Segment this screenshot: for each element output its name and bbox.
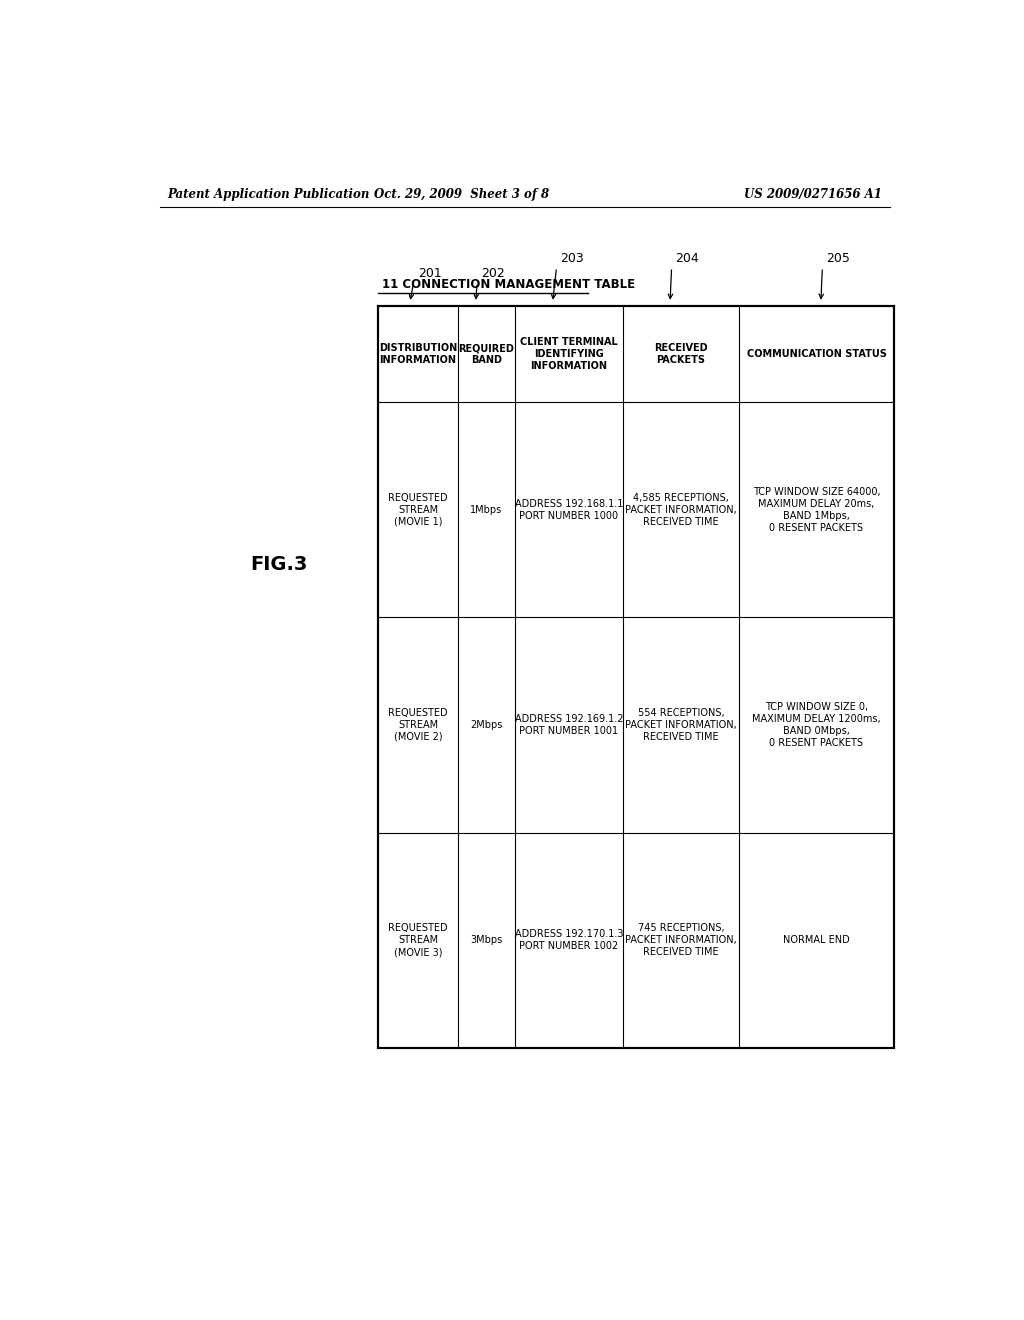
Text: TCP WINDOW SIZE 64000,
MAXIMUM DELAY 20ms,
BAND 1Mbps,
0 RESENT PACKETS: TCP WINDOW SIZE 64000, MAXIMUM DELAY 20m…	[753, 487, 881, 533]
Text: COMMUNICATION STATUS: COMMUNICATION STATUS	[746, 348, 887, 359]
Text: US 2009/0271656 A1: US 2009/0271656 A1	[744, 189, 882, 202]
Text: NORMAL END: NORMAL END	[783, 935, 850, 945]
Text: 204: 204	[676, 252, 699, 265]
Text: Patent Application Publication: Patent Application Publication	[168, 189, 370, 202]
Text: 2Mbps: 2Mbps	[470, 719, 503, 730]
Text: REQUIRED
BAND: REQUIRED BAND	[459, 343, 514, 366]
Text: 745 RECEPTIONS,
PACKET INFORMATION,
RECEIVED TIME: 745 RECEPTIONS, PACKET INFORMATION, RECE…	[626, 923, 737, 957]
Text: ADDRESS 192.168.1.1
PORT NUMBER 1000: ADDRESS 192.168.1.1 PORT NUMBER 1000	[515, 499, 623, 521]
Text: DISTRIBUTION
INFORMATION: DISTRIBUTION INFORMATION	[379, 343, 457, 366]
Text: 201: 201	[418, 268, 441, 280]
Text: REQUESTED
STREAM
(MOVIE 3): REQUESTED STREAM (MOVIE 3)	[388, 923, 447, 957]
Text: FIG.3: FIG.3	[250, 556, 307, 574]
Text: Oct. 29, 2009  Sheet 3 of 8: Oct. 29, 2009 Sheet 3 of 8	[374, 189, 549, 202]
Text: CLIENT TERMINAL
IDENTIFYING
INFORMATION: CLIENT TERMINAL IDENTIFYING INFORMATION	[520, 337, 617, 371]
Text: REQUESTED
STREAM
(MOVIE 2): REQUESTED STREAM (MOVIE 2)	[388, 708, 447, 742]
Text: 554 RECEPTIONS,
PACKET INFORMATION,
RECEIVED TIME: 554 RECEPTIONS, PACKET INFORMATION, RECE…	[626, 708, 737, 742]
Text: 3Mbps: 3Mbps	[470, 935, 503, 945]
Text: ADDRESS 192.169.1.2
PORT NUMBER 1001: ADDRESS 192.169.1.2 PORT NUMBER 1001	[515, 714, 623, 737]
Text: RECEIVED
PACKETS: RECEIVED PACKETS	[654, 343, 708, 366]
Text: 202: 202	[481, 268, 505, 280]
Text: REQUESTED
STREAM
(MOVIE 1): REQUESTED STREAM (MOVIE 1)	[388, 492, 447, 527]
Text: 11 CONNECTION MANAGEMENT TABLE: 11 CONNECTION MANAGEMENT TABLE	[382, 277, 635, 290]
Bar	[378, 306, 894, 1048]
Text: TCP WINDOW SIZE 0,
MAXIMUM DELAY 1200ms,
BAND 0Mbps,
0 RESENT PACKETS: TCP WINDOW SIZE 0, MAXIMUM DELAY 1200ms,…	[753, 702, 881, 748]
Text: 4,585 RECEPTIONS,
PACKET INFORMATION,
RECEIVED TIME: 4,585 RECEPTIONS, PACKET INFORMATION, RE…	[626, 492, 737, 527]
Text: ADDRESS 192.170.1.3
PORT NUMBER 1002: ADDRESS 192.170.1.3 PORT NUMBER 1002	[515, 929, 623, 952]
Text: 205: 205	[826, 252, 850, 265]
Text: 203: 203	[560, 252, 585, 265]
Text: 1Mbps: 1Mbps	[470, 504, 503, 515]
